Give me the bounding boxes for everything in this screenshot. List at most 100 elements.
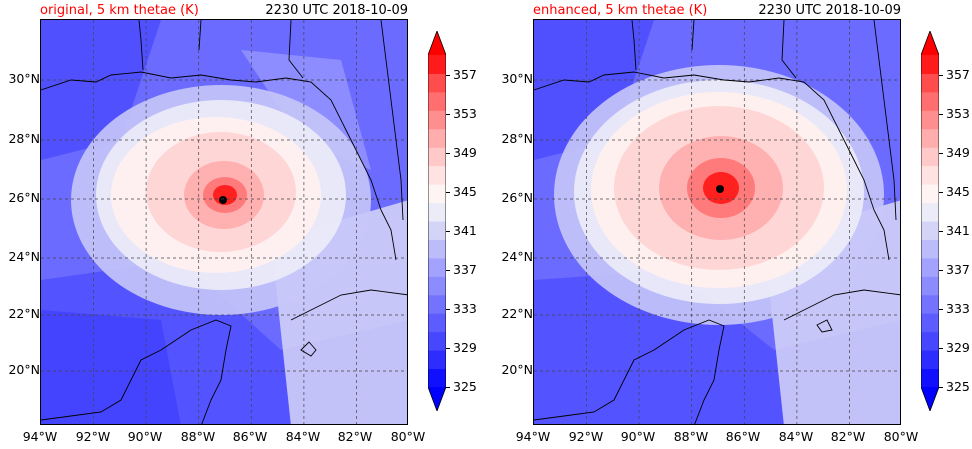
- colorbar-bin: [428, 202, 446, 222]
- lon-label: 92°W: [568, 429, 604, 444]
- colorbar-tick: [939, 347, 943, 349]
- colorbar-bin: [428, 294, 446, 314]
- colorbar-tick: [446, 191, 450, 193]
- colorbar: [920, 29, 940, 413]
- colorbar-bin: [921, 368, 939, 388]
- colorbar-tick-label: 341: [453, 222, 477, 238]
- lat-label: 20°N: [501, 362, 533, 377]
- colorbar-bin: [428, 165, 446, 185]
- lon-label: 86°W: [725, 429, 761, 444]
- map-plot-enhanced: [533, 19, 901, 425]
- lat-label: 28°N: [501, 131, 533, 146]
- colorbar-tick: [446, 152, 450, 154]
- lat-label: 20°N: [8, 362, 40, 377]
- colorbar-bin: [428, 257, 446, 277]
- storm-center-marker: [219, 196, 227, 204]
- colorbar-tick-label: 333: [453, 300, 477, 316]
- map-svg-enhanced: [534, 20, 900, 424]
- colorbar-bin: [921, 331, 939, 351]
- colorbar-tick: [939, 74, 943, 76]
- colorbar-tick: [446, 74, 450, 76]
- colorbar-tick-label: 337: [946, 261, 970, 277]
- colorbar-tick: [939, 308, 943, 310]
- colorbar-bin: [921, 239, 939, 259]
- colorbar-bin: [428, 147, 446, 167]
- colorbar-tick: [939, 191, 943, 193]
- lat-label: 22°N: [501, 306, 533, 321]
- colorbar-extend-low: [921, 387, 939, 411]
- lat-label: 30°N: [501, 71, 533, 86]
- colorbar-extend-high: [428, 31, 446, 55]
- colorbar-bin: [921, 165, 939, 185]
- lon-label: 90°W: [127, 429, 163, 444]
- colorbar-tick-label: 325: [453, 379, 477, 394]
- colorbar-bin: [921, 294, 939, 314]
- colorbar-bin: [921, 221, 939, 240]
- colorbar-bin: [921, 128, 939, 148]
- colorbar-tick-label: 329: [453, 339, 477, 355]
- lat-label: 26°N: [8, 190, 40, 205]
- panel-timestamp: 2230 UTC 2018-10-09: [758, 3, 901, 18]
- lat-label: 24°N: [8, 249, 40, 264]
- colorbar-tick-label: 357: [946, 66, 970, 82]
- lon-label: 82°W: [830, 429, 866, 444]
- colorbar-bin: [428, 221, 446, 240]
- colorbar-tick: [939, 113, 943, 115]
- colorbar-tick: [939, 152, 943, 154]
- colorbar-bin: [921, 110, 939, 130]
- colorbar-bin: [428, 128, 446, 148]
- panel-title: enhanced, 5 km thetae (K): [533, 3, 708, 18]
- colorbar-tick-label: 349: [453, 144, 477, 160]
- colorbar-bin: [921, 91, 939, 111]
- colorbar-bin: [921, 147, 939, 167]
- colorbar-tick: [446, 387, 450, 388]
- lon-label: 84°W: [778, 429, 814, 444]
- lon-label: 90°W: [620, 429, 656, 444]
- colorbar-bin: [428, 110, 446, 130]
- lon-label: 82°W: [337, 429, 373, 444]
- colorbar-bin: [428, 313, 446, 333]
- colorbar-tick: [446, 113, 450, 115]
- storm-center-marker: [716, 185, 724, 193]
- colorbar-bin: [921, 276, 939, 296]
- colorbar-tick: [446, 347, 450, 349]
- lon-label: 80°W: [883, 429, 919, 444]
- lon-label: 84°W: [285, 429, 321, 444]
- colorbar-bin: [428, 184, 446, 204]
- panel-timestamp: 2230 UTC 2018-10-09: [265, 3, 408, 18]
- colorbar-bin: [921, 257, 939, 277]
- colorbar-bin: [428, 331, 446, 351]
- colorbar-bin: [921, 73, 939, 93]
- lat-label: 28°N: [8, 131, 40, 146]
- colorbar-svg: [427, 29, 447, 413]
- colorbar-tick-label: 333: [946, 300, 970, 316]
- colorbar-bin: [428, 276, 446, 296]
- colorbar-tick: [446, 230, 450, 232]
- lon-label: 86°W: [232, 429, 268, 444]
- colorbar-tick: [939, 387, 943, 388]
- colorbar-tick: [446, 269, 450, 271]
- colorbar-bin: [921, 55, 939, 74]
- colorbar-tick: [939, 269, 943, 271]
- colorbar-svg: [920, 29, 940, 413]
- colorbar-bin: [428, 55, 446, 74]
- colorbar-tick: [446, 308, 450, 310]
- lon-label: 80°W: [390, 429, 426, 444]
- lon-label: 92°W: [75, 429, 111, 444]
- lat-label: 26°N: [501, 190, 533, 205]
- lon-label: 88°W: [673, 429, 709, 444]
- map-plot-original: [40, 19, 408, 425]
- colorbar-bin: [428, 73, 446, 93]
- colorbar-tick-label: 329: [946, 339, 970, 355]
- map-svg-original: [41, 20, 407, 424]
- colorbar-bin: [921, 202, 939, 222]
- colorbar-tick-label: 345: [453, 183, 477, 199]
- colorbar-bin: [428, 91, 446, 111]
- lon-label: 94°W: [515, 429, 551, 444]
- colorbar-tick-label: 337: [453, 261, 477, 277]
- colorbar-tick-label: 353: [453, 105, 477, 121]
- lon-label: 94°W: [22, 429, 58, 444]
- colorbar: [427, 29, 447, 413]
- lat-label: 30°N: [8, 71, 40, 86]
- panel-enhanced: enhanced, 5 km thetae (K) 2230 UTC 2018-…: [486, 0, 972, 449]
